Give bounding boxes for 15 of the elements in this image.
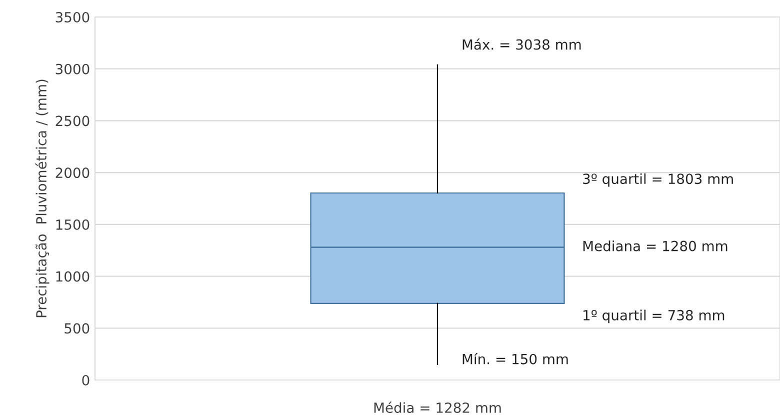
annotation: Máx. = 3038 mm — [462, 38, 581, 50]
y-tick-label: 500 — [64, 323, 90, 334]
y-axis-title: Precipitação Pluviométrica / (mm) — [35, 80, 50, 318]
annotation: 1º quartil = 738 mm — [584, 310, 724, 324]
y-tick-label: 1000 — [56, 271, 90, 282]
y-tick-label: 0 — [82, 374, 90, 386]
annotation: Mín. = 150 mm — [462, 353, 568, 364]
y-tick-label: 2000 — [56, 168, 90, 178]
y-tick-label: 2500 — [56, 116, 90, 126]
y-tick-label: 1500 — [56, 219, 90, 230]
annotation: 3º quartil = 1803 mm — [583, 173, 733, 187]
annotation: Mediana = 1280 mm — [583, 240, 728, 252]
y-tick-label: 3000 — [56, 64, 90, 74]
x-tick-label: Média = 1282 mm — [374, 402, 501, 413]
y-tick-label: 3500 — [56, 12, 90, 22]
